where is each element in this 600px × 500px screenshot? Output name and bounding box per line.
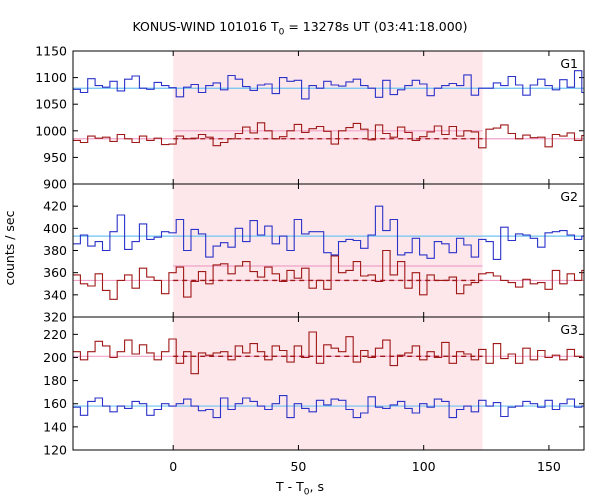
- panel-g2-blue-histogram: [73, 205, 584, 260]
- highlight-interval: [173, 51, 483, 450]
- panel-g3-label: G3: [560, 322, 578, 337]
- panel-g2-ytick-label: 400: [43, 221, 67, 236]
- panel-g1-ytick-label: 1100: [35, 70, 67, 85]
- panel-g2-ytick-label: 420: [43, 199, 67, 214]
- chart-title: KONUS-WIND 101016 T0 = 13278s UT (03:41:…: [132, 19, 468, 38]
- panel-g3-ytick-label: 120: [43, 443, 67, 458]
- panel-g3-ytick-label: 220: [43, 327, 67, 342]
- panel-g1-blue-histogram: [73, 70, 584, 100]
- panel-g1-label: G1: [560, 56, 578, 71]
- panel-g2-ytick-label: 320: [43, 310, 67, 325]
- xtick-label: 150: [537, 459, 561, 474]
- panel-g3-red-histogram: [73, 331, 584, 375]
- panel-g1-ytick-label: 1150: [35, 44, 67, 59]
- panel-g2-red-histogram: [73, 249, 584, 300]
- y-axis-label: counts / sec: [2, 210, 17, 286]
- x-axis-label: T - T0, s: [276, 479, 324, 498]
- panel-g3-ytick-label: 180: [43, 373, 67, 388]
- panel-g2-ytick-label: 340: [43, 287, 67, 302]
- panel-g3-ytick-label: 140: [43, 419, 67, 434]
- xtick-label: 50: [290, 459, 306, 474]
- panel-g2-ytick-label: 380: [43, 243, 67, 258]
- xtick-label: 0: [169, 459, 177, 474]
- panel-g1-ytick-label: 1000: [35, 123, 67, 138]
- panel-g3-blue-histogram: [73, 395, 584, 419]
- panel-g3-frame: [72, 316, 585, 451]
- panel-g1-ytick-label: 900: [43, 177, 67, 192]
- panel-g3-ytick-label: 200: [43, 350, 67, 365]
- panel-g1-ytick-label: 1050: [35, 97, 67, 112]
- panel-g1-ytick-label: 950: [43, 150, 67, 165]
- panel-g1-red-histogram: [73, 122, 584, 149]
- panel-g2-label: G2: [560, 189, 578, 204]
- xtick-label: 100: [412, 459, 436, 474]
- panel-g2-ytick-label: 360: [43, 265, 67, 280]
- panel-g3-ytick-label: 160: [43, 396, 67, 411]
